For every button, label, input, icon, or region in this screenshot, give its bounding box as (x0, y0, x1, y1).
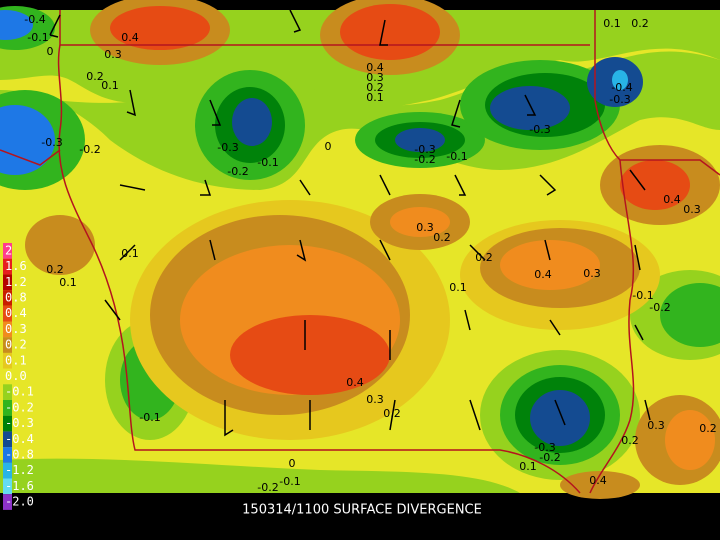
legend-swatch (3, 384, 12, 400)
contour-label: 0.4 (121, 31, 139, 44)
legend-label: 0.3 (5, 322, 27, 336)
legend-label: 1.6 (5, 259, 27, 273)
legend-swatch (3, 290, 12, 306)
contour-label: 0.1 (603, 17, 621, 30)
legend-label: -0.4 (5, 432, 34, 446)
legend-swatch (3, 368, 12, 385)
legend-swatch (3, 258, 12, 275)
contour-label: -0.1 (279, 475, 300, 488)
contour-label: -0.2 (539, 451, 560, 464)
contour-label: 0.3 (583, 267, 601, 280)
legend-label: -1.6 (5, 479, 34, 493)
contour-label: -0.3 (609, 93, 630, 106)
contour-label: -0.2 (649, 301, 670, 314)
legend-swatch (3, 243, 12, 259)
contour-label: 0.2 (86, 70, 104, 83)
contour-label: -0.3 (217, 141, 238, 154)
contour-label: -0.3 (41, 136, 62, 149)
contour-label: -0.1 (27, 31, 48, 44)
legend-label: 0.2 (5, 338, 27, 352)
contour-label: -0.4 (611, 81, 632, 94)
map-title: 150314/1100 SURFACE DIVERGENCE (242, 503, 482, 518)
contour-label: 0.3 (366, 393, 384, 406)
contour-label: 0.2 (433, 231, 451, 244)
legend-swatch (3, 478, 12, 495)
contour-label: -0.3 (414, 143, 435, 156)
contour-label: 0.3 (647, 419, 665, 432)
contour-label: 0.3 (104, 48, 122, 61)
legend-swatch (3, 274, 12, 291)
contour-label: 0.1 (59, 276, 77, 289)
contour-label: 0.3 (366, 71, 384, 84)
contour-label: -0.1 (632, 289, 653, 302)
legend-label: -0.1 (5, 385, 34, 399)
legend-label: -0.3 (5, 416, 34, 430)
legend-label: 0.4 (5, 306, 27, 320)
legend-swatch (3, 431, 12, 448)
contour-label: -0.2 (414, 153, 435, 166)
contour-label: 0.2 (631, 17, 649, 30)
contour-label: -0.3 (534, 441, 555, 454)
contour-label: 0.2 (366, 81, 384, 94)
contour-label: -0.1 (257, 156, 278, 169)
legend-label: -0.2 (5, 400, 34, 414)
contour-label: 0.4 (366, 61, 384, 74)
contour-label: -0.1 (139, 411, 160, 424)
contour-label: 0.1 (101, 79, 119, 92)
contour-label: -0.2 (257, 481, 278, 494)
legend-swatch (3, 321, 12, 338)
contour-label: 0.2 (475, 251, 493, 264)
legend-swatch (3, 352, 12, 369)
legend-label: 0.1 (5, 353, 27, 367)
legend: 2 1.6 1.20.8 0.4 0.3 0.20.1 0.0 -0.1-0.2 -0.3 -0.… (3, 243, 34, 510)
contour-label: -0.1 (446, 150, 467, 163)
state-borders (0, 10, 720, 494)
legend-label: 0.8 (5, 290, 27, 304)
legend-swatch (3, 494, 12, 510)
contour-label: -0.2 (227, 165, 248, 178)
contour-label: 0.1 (449, 281, 467, 294)
contour-label: 0.1 (366, 91, 384, 104)
contour-label: -0.3 (529, 123, 550, 136)
legend-label: 0.0 (5, 369, 27, 383)
contour-label: -0.2 (79, 143, 100, 156)
contour-label: 0.1 (519, 460, 537, 473)
legend-swatch (3, 447, 12, 463)
contour-label: 0.3 (683, 203, 701, 216)
legend-label: 1.2 (5, 275, 27, 289)
contour-label: 0.3 (416, 221, 434, 234)
map-field (0, 0, 720, 499)
contour-label: 0 (325, 140, 332, 153)
legend-swatch (3, 462, 12, 479)
contour-label: 0.4 (589, 474, 607, 487)
legend-swatch (3, 337, 12, 353)
legend-swatch (3, 415, 12, 432)
contour-label: 0.2 (621, 434, 639, 447)
contour-label: 0.2 (46, 263, 64, 276)
legend-label: -0.8 (5, 447, 34, 461)
legend-swatch (3, 305, 12, 322)
legend-label: 2 (5, 243, 12, 257)
legend-label: -2.0 (5, 495, 34, 509)
contour-label: 0.1 (121, 247, 139, 260)
contour-label: 0 (47, 45, 54, 58)
contour-label: 0.2 (699, 422, 717, 435)
contour-label: 0.4 (663, 193, 681, 206)
contour-label: 0 (289, 457, 296, 470)
contour-label: -0.4 (24, 13, 45, 26)
contour-labels: -0.4-0.100.40.30.20.1-0.3-0.2 -0.3-0.1-0.… (24, 13, 716, 494)
contour-label: 0.4 (534, 268, 552, 281)
contour-label: 0.4 (346, 376, 364, 389)
contour-label: 0.2 (383, 407, 401, 420)
legend-swatch (3, 400, 12, 416)
legend-label: -1.2 (5, 463, 34, 477)
wind-barbs (49, 9, 651, 437)
